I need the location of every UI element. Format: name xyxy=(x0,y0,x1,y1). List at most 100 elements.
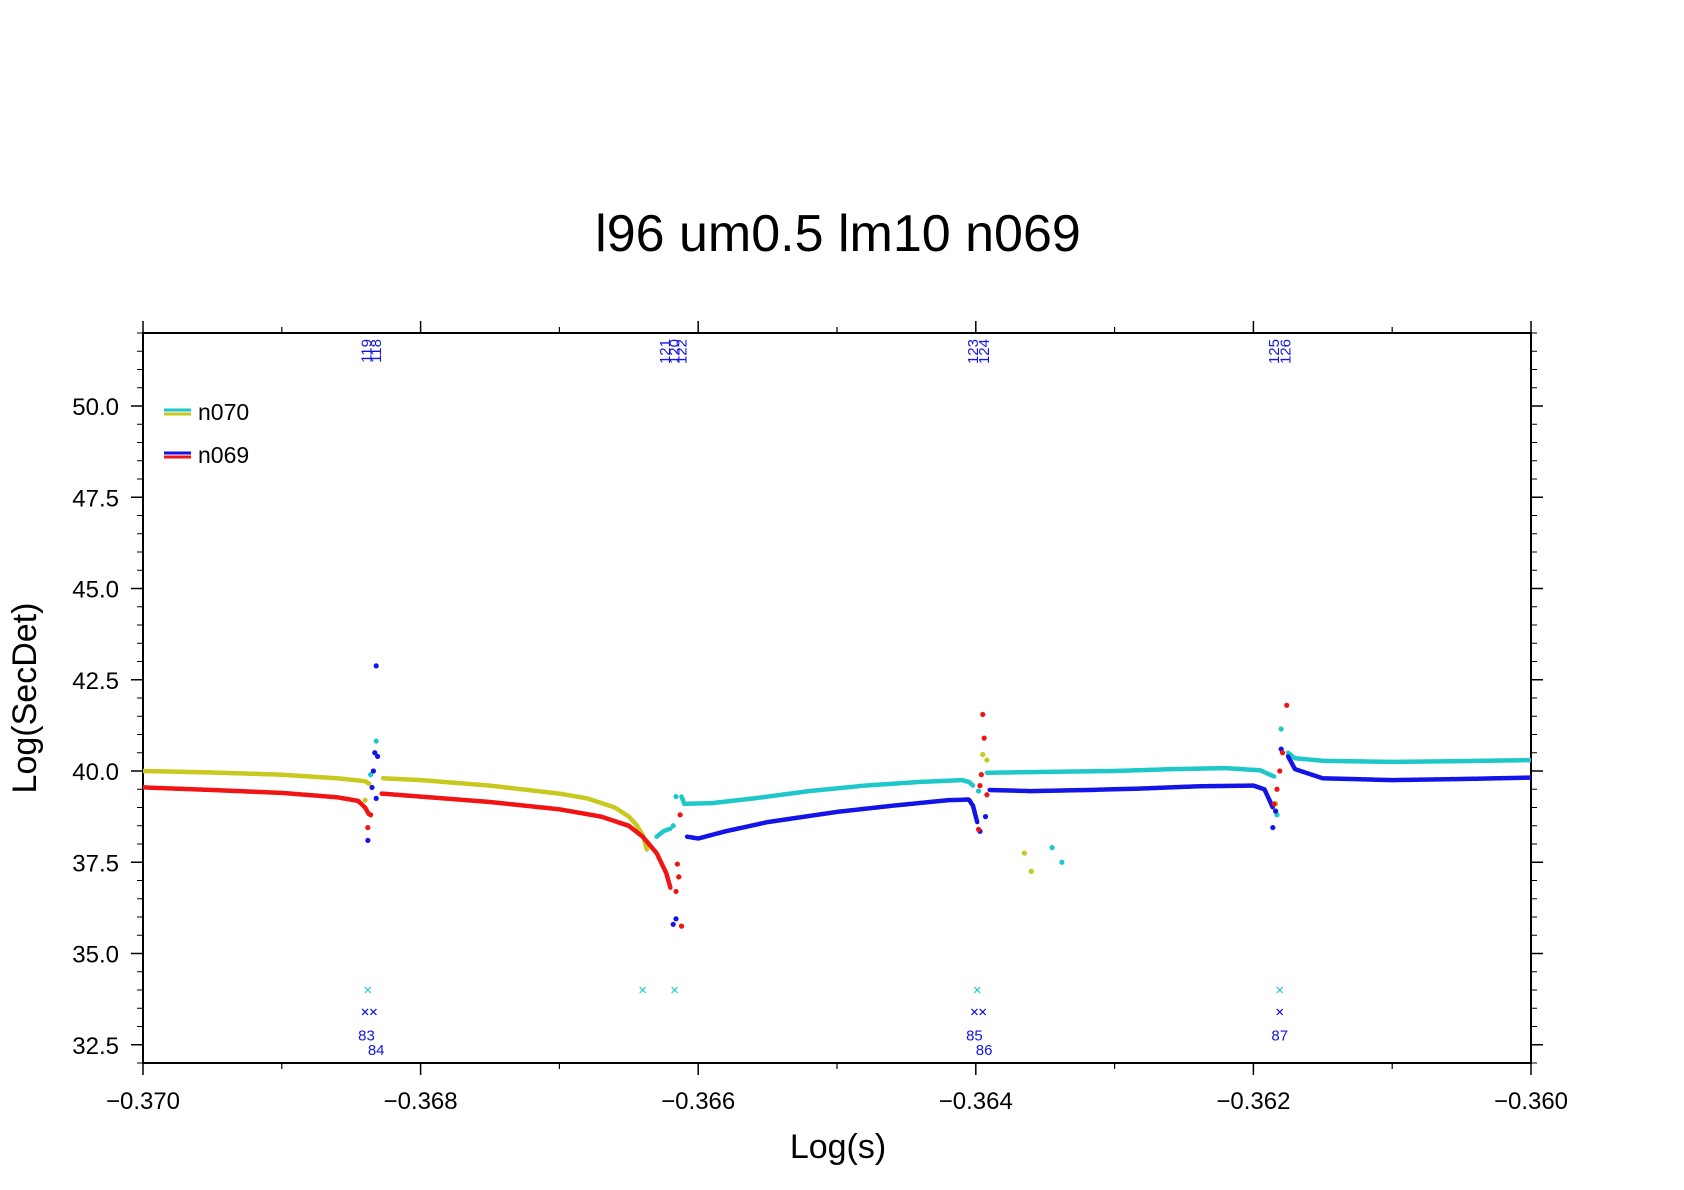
series-n069-point xyxy=(1274,786,1280,792)
y-tick-label: 37.5 xyxy=(72,850,119,877)
x-tick-label: −0.366 xyxy=(661,1088,735,1115)
cross-marker xyxy=(671,986,679,994)
plot-frame xyxy=(142,332,1532,1064)
top-marker-label: 119 xyxy=(359,339,376,363)
series-n069-line xyxy=(379,791,673,891)
bottom-marker-label: 83 xyxy=(358,1028,375,1045)
series-n069-point xyxy=(1271,801,1277,807)
top-marker-label: 120 xyxy=(667,339,684,364)
series-n069-point xyxy=(365,824,371,831)
bottom-marker-label: 87 xyxy=(1271,1028,1288,1045)
series-n069-line xyxy=(143,785,372,818)
series-n069-point xyxy=(677,812,683,818)
top-marker-label: 126 xyxy=(1277,339,1294,364)
series-n070-line xyxy=(143,768,372,787)
series-n069-point xyxy=(978,772,984,778)
series-n069-point xyxy=(984,792,990,798)
series-n069-point xyxy=(673,916,679,922)
y-tick-label: 50.0 xyxy=(72,394,119,421)
x-tick-label: −0.368 xyxy=(384,1088,458,1115)
x-tick-label: −0.360 xyxy=(1494,1088,1568,1115)
y-axis-label: Log(SecDet) xyxy=(6,603,44,794)
series-n070-line xyxy=(380,776,650,852)
series-n070-point xyxy=(975,788,982,794)
series-n070-point xyxy=(1021,850,1027,856)
cross-marker xyxy=(361,1008,369,1016)
series-n069-line xyxy=(1285,754,1531,783)
y-tick-label: 42.5 xyxy=(72,668,119,695)
x-tick-label: −0.370 xyxy=(106,1088,180,1115)
x-axis-label: Log(s) xyxy=(790,1128,886,1166)
series-n070-point xyxy=(1278,726,1284,732)
series-n070-line xyxy=(984,765,1277,779)
legend-label-n069: n069 xyxy=(198,442,249,468)
bottom-marker-label: 86 xyxy=(976,1042,993,1059)
cross-marker xyxy=(973,986,981,994)
series-n069-point xyxy=(975,826,982,833)
series-n070-point xyxy=(373,738,379,744)
series-n069-point xyxy=(1273,808,1279,814)
bottom-marker-label: 85 xyxy=(966,1028,983,1045)
series-n070-point xyxy=(362,797,368,803)
series-n069-point xyxy=(1270,824,1276,831)
series-n069-point xyxy=(670,921,676,927)
legend-label-n070: n070 xyxy=(198,399,249,425)
series-n070-point xyxy=(1049,845,1055,851)
y-tick-label: 47.5 xyxy=(72,485,119,512)
series-n069-line xyxy=(987,783,1276,810)
y-tick-label: 40.0 xyxy=(72,759,119,786)
top-marker-label: 118 xyxy=(368,339,385,363)
series-n069-point xyxy=(374,753,381,760)
cross-marker xyxy=(369,1008,377,1016)
y-tick-label: 45.0 xyxy=(72,577,119,604)
top-marker-label: 122 xyxy=(674,339,691,364)
series-n069-line xyxy=(684,797,980,841)
y-tick-label: 35.0 xyxy=(72,942,119,969)
series-n069-point xyxy=(1284,702,1290,708)
series-n070-point xyxy=(670,823,676,829)
top-marker-label: 121 xyxy=(657,339,674,364)
series-n069-point xyxy=(372,750,378,756)
top-marker-label: 125 xyxy=(1266,339,1283,364)
y-tick-label: 32.5 xyxy=(72,1033,119,1060)
series-n070-point xyxy=(1028,868,1034,874)
cross-marker xyxy=(639,986,647,994)
series-n070-line xyxy=(679,777,976,807)
series-n070-point xyxy=(673,793,679,800)
cross-marker xyxy=(1276,1008,1284,1016)
bottom-marker-label: 84 xyxy=(368,1042,385,1059)
x-tick-label: −0.364 xyxy=(939,1088,1013,1115)
series-n069-point xyxy=(373,663,379,669)
series-n070-line xyxy=(654,826,673,839)
plot-area: −0.370 −0.368 −0.366 −0.364 −0.362 −0.360 32.5… xyxy=(72,321,1568,1115)
series-n069-point xyxy=(1277,768,1283,774)
series-n069-point xyxy=(1279,750,1286,756)
series-n069-point xyxy=(370,768,377,774)
data-layer xyxy=(143,663,1531,1016)
top-marker-label: 123 xyxy=(965,339,982,364)
series-n069-point xyxy=(980,711,986,718)
series-n069-point xyxy=(373,795,379,801)
series-n069-point xyxy=(365,837,371,843)
series-n070-line xyxy=(1285,750,1531,765)
series-n069-point xyxy=(674,861,680,867)
series-n069-point xyxy=(982,814,989,820)
series-n070-point xyxy=(368,772,374,778)
series-n069-point xyxy=(981,735,987,741)
x-tick-label: −0.362 xyxy=(1216,1088,1290,1115)
series-n069-point xyxy=(676,874,682,880)
cross-marker xyxy=(970,1008,978,1016)
series-n070-point xyxy=(984,757,990,763)
series-n069-point xyxy=(673,888,679,895)
chart-title: l96 um0.5 lm10 n069 xyxy=(595,205,1081,263)
cross-marker xyxy=(364,986,372,994)
cross-marker xyxy=(979,1008,987,1016)
series-n069-point xyxy=(369,784,375,791)
cross-marker xyxy=(1276,986,1284,994)
series-n069-point xyxy=(368,812,374,818)
top-marker-label: 124 xyxy=(976,339,993,364)
series-n069-point xyxy=(977,783,983,789)
series-n070-point xyxy=(1059,859,1065,865)
series-n070-point xyxy=(980,751,986,758)
